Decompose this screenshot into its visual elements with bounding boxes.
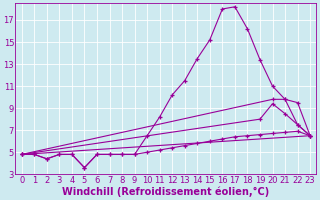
- X-axis label: Windchill (Refroidissement éolien,°C): Windchill (Refroidissement éolien,°C): [62, 186, 269, 197]
